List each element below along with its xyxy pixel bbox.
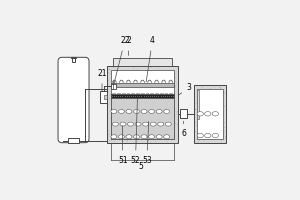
Text: 21: 21: [97, 69, 107, 92]
Bar: [72, 58, 75, 62]
Ellipse shape: [118, 109, 124, 113]
Ellipse shape: [111, 109, 117, 113]
Bar: [194, 85, 226, 143]
Ellipse shape: [212, 133, 218, 138]
Ellipse shape: [165, 122, 171, 126]
Text: 2: 2: [126, 36, 131, 56]
Bar: [113, 58, 172, 66]
Ellipse shape: [134, 135, 140, 139]
Ellipse shape: [135, 122, 141, 126]
Ellipse shape: [141, 135, 147, 139]
Text: 51: 51: [118, 126, 128, 165]
Bar: [111, 98, 174, 139]
Wedge shape: [161, 80, 166, 83]
FancyBboxPatch shape: [58, 57, 89, 143]
Ellipse shape: [197, 112, 203, 116]
Text: 22: 22: [114, 36, 130, 83]
Ellipse shape: [197, 133, 203, 138]
Wedge shape: [154, 80, 159, 83]
Bar: [104, 95, 107, 99]
Bar: [197, 89, 223, 139]
Bar: [100, 91, 107, 103]
Ellipse shape: [164, 135, 170, 139]
Ellipse shape: [126, 135, 132, 139]
Bar: [180, 109, 187, 118]
Text: 53: 53: [142, 121, 152, 165]
Ellipse shape: [212, 112, 218, 116]
Wedge shape: [168, 80, 173, 83]
Bar: [111, 94, 174, 98]
Ellipse shape: [158, 122, 164, 126]
Wedge shape: [140, 80, 145, 83]
Text: 5: 5: [138, 162, 143, 171]
Ellipse shape: [120, 122, 126, 126]
Ellipse shape: [126, 109, 132, 113]
Ellipse shape: [156, 135, 162, 139]
Bar: [111, 70, 174, 139]
Text: 3: 3: [178, 83, 192, 95]
Ellipse shape: [148, 135, 154, 139]
Wedge shape: [133, 80, 138, 83]
Ellipse shape: [134, 109, 140, 113]
Ellipse shape: [143, 122, 148, 126]
Ellipse shape: [112, 122, 118, 126]
Ellipse shape: [156, 109, 162, 113]
Bar: [111, 84, 116, 89]
Ellipse shape: [205, 133, 211, 138]
Ellipse shape: [141, 109, 147, 113]
Bar: [71, 57, 76, 58]
Bar: [197, 90, 199, 119]
Ellipse shape: [148, 109, 154, 113]
Text: 52: 52: [131, 99, 140, 165]
Text: 4: 4: [146, 36, 155, 82]
Ellipse shape: [128, 122, 134, 126]
Bar: [107, 66, 178, 143]
Wedge shape: [126, 80, 131, 83]
Wedge shape: [147, 80, 152, 83]
Bar: [111, 83, 174, 87]
Ellipse shape: [164, 109, 170, 113]
Ellipse shape: [111, 135, 117, 139]
Ellipse shape: [205, 112, 211, 116]
Wedge shape: [119, 80, 124, 83]
Bar: [68, 138, 80, 143]
Ellipse shape: [150, 122, 156, 126]
Ellipse shape: [118, 135, 124, 139]
Text: 6: 6: [182, 121, 187, 138]
Wedge shape: [112, 80, 117, 83]
